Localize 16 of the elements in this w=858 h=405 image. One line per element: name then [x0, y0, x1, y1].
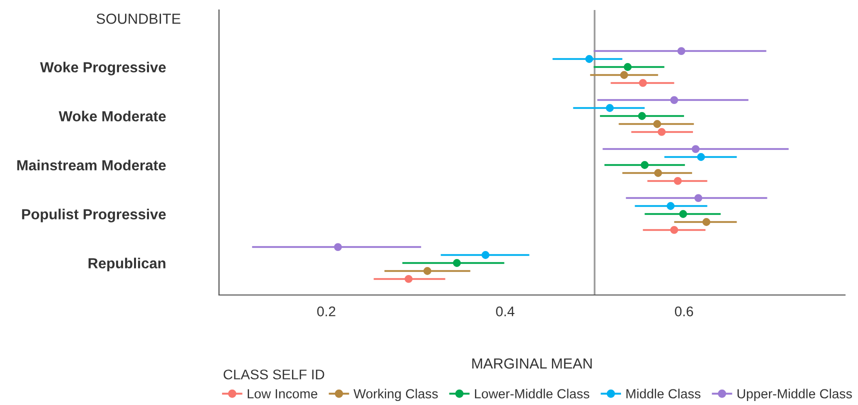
x-tick-label: 0.6: [674, 306, 694, 316]
legend-label: Lower-Middle Class: [474, 388, 590, 398]
y-tick-label: Populist Progressive: [22, 208, 166, 222]
y-tick-label: Woke Moderate: [58, 110, 166, 122]
x-axis-title: MARGINAL MEAN: [472, 358, 592, 369]
y-tick-label: Mainstream Moderate: [17, 160, 166, 170]
y-tick-label: Republican: [88, 258, 166, 272]
y-axis-title: SOUNDBITE: [96, 14, 180, 24]
legend-title: CLASS SELF ID: [224, 370, 324, 380]
x-tick-label: 0.2: [317, 306, 336, 316]
legend-label: Upper-Middle Class: [738, 388, 852, 402]
legend-label: Middle Class: [626, 388, 700, 398]
y-tick-label: Woke Progressive: [40, 62, 166, 76]
legend-label: Low Income: [248, 389, 318, 398]
x-tick-label: 0.4: [496, 306, 514, 316]
legend-label: Working Class: [354, 388, 438, 402]
